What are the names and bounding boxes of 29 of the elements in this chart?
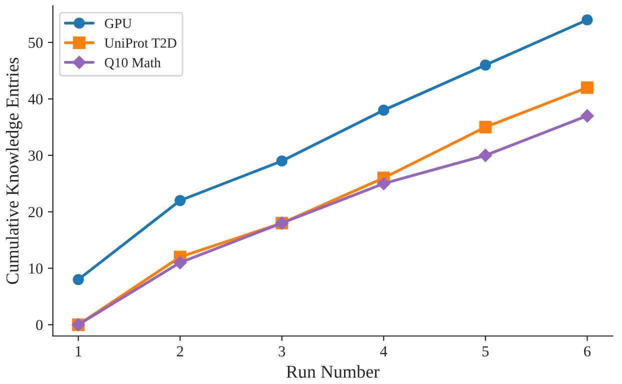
legend-label: Q10 Math [104,58,161,70]
point [174,194,186,206]
y-tick-label: 10 [29,263,43,274]
point [72,274,84,286]
point [480,59,491,71]
x-tick-label: 1 [76,346,82,356]
point [582,14,593,26]
point [478,148,492,162]
point [580,108,594,123]
x-tick-label: 6 [584,346,591,356]
x-tick-label: 3 [278,346,286,356]
y-tick-label: 50 [28,38,43,48]
x-tick-label: 2 [176,346,184,356]
y-axis-title: Cumulative Knowledge Entries [6,58,22,284]
point [376,176,391,190]
y-tick-label: 30 [28,150,43,161]
point [479,120,492,134]
point [378,104,390,116]
legend-label: UniProt T2D [104,38,176,48]
point [580,81,594,94]
x-axis-title: Run Number [286,365,380,378]
point [276,155,288,167]
point [173,256,187,270]
legend-label: GPU [104,18,132,28]
x-tick-label: 5 [482,346,489,356]
y-tick-label: 20 [28,206,43,218]
y-tick-label: 40 [28,94,43,104]
y-tick-label: 0 [36,320,43,330]
x-tick-label: 4 [380,346,388,356]
